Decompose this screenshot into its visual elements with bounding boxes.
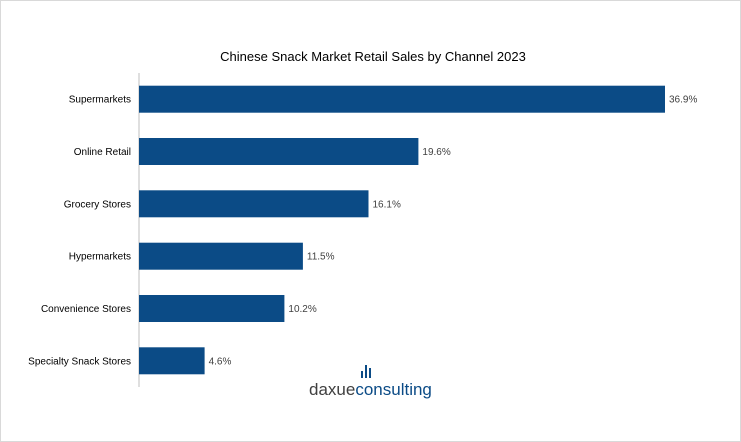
category-label: Convenience Stores xyxy=(41,304,131,315)
category-labels-group: Supermarkets Online Retail Grocery Stores H… xyxy=(28,95,131,368)
category-label: Grocery Stores xyxy=(64,199,131,210)
watermark-text-daxue: daxue xyxy=(309,380,355,399)
bar-supermarkets xyxy=(139,85,665,113)
data-label: 36.9% xyxy=(669,95,697,106)
category-label: Hypermarkets xyxy=(69,252,131,263)
bar-convenience-stores xyxy=(139,295,285,322)
bar-grocery-stores xyxy=(139,190,369,218)
chart-title: Chinese Snack Market Retail Sales by Cha… xyxy=(220,49,526,64)
category-label: Online Retail xyxy=(74,147,131,158)
category-label: Specialty Snack Stores xyxy=(28,356,131,367)
watermark-logo-bar xyxy=(365,365,367,378)
watermark-logo-bar xyxy=(361,371,363,378)
data-label: 10.2% xyxy=(288,304,316,315)
value-labels-group: 36.9% 19.6% 16.1% 11.5% 10.2% 4.6% xyxy=(209,95,698,368)
data-label: 4.6% xyxy=(209,356,232,367)
category-label: Supermarkets xyxy=(69,95,131,106)
watermark-logo-bar xyxy=(369,368,371,378)
bar-specialty-snack-stores xyxy=(139,347,205,375)
bar-hypermarkets xyxy=(139,242,303,270)
data-label: 11.5% xyxy=(307,252,335,263)
data-label: 16.1% xyxy=(373,199,401,210)
watermark-text: daxueconsulting xyxy=(309,380,432,399)
daxue-consulting-watermark: daxueconsulting xyxy=(309,365,432,399)
bar-online-retail xyxy=(139,138,419,165)
data-label: 19.6% xyxy=(422,147,450,158)
bars-group xyxy=(139,85,665,375)
watermark-text-consulting: consulting xyxy=(355,380,432,399)
